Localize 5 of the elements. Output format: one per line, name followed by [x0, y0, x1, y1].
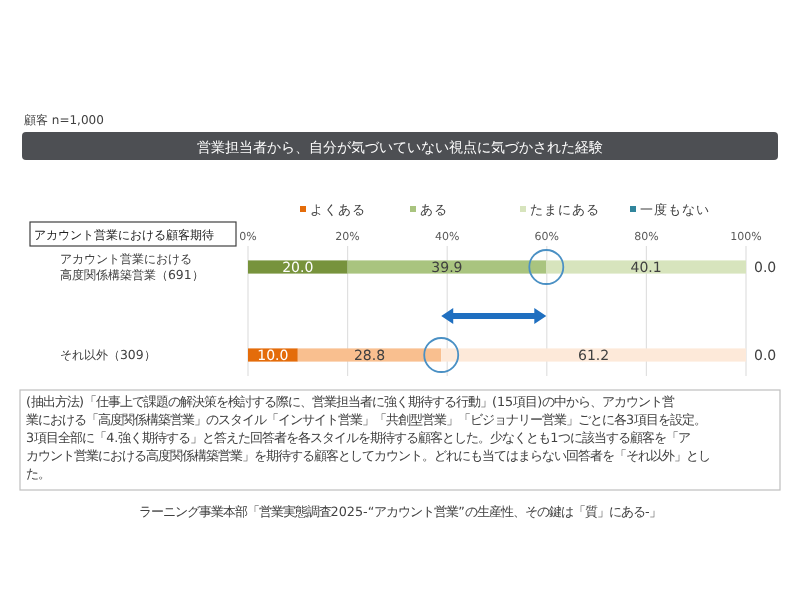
bar	[441, 348, 746, 362]
bar	[297, 348, 442, 362]
bar	[248, 260, 348, 274]
bar	[347, 260, 547, 274]
bar	[546, 260, 746, 274]
